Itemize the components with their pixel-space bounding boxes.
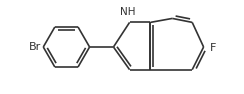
Text: F: F	[209, 43, 216, 53]
Text: NH: NH	[120, 7, 135, 17]
Text: Br: Br	[29, 42, 41, 52]
